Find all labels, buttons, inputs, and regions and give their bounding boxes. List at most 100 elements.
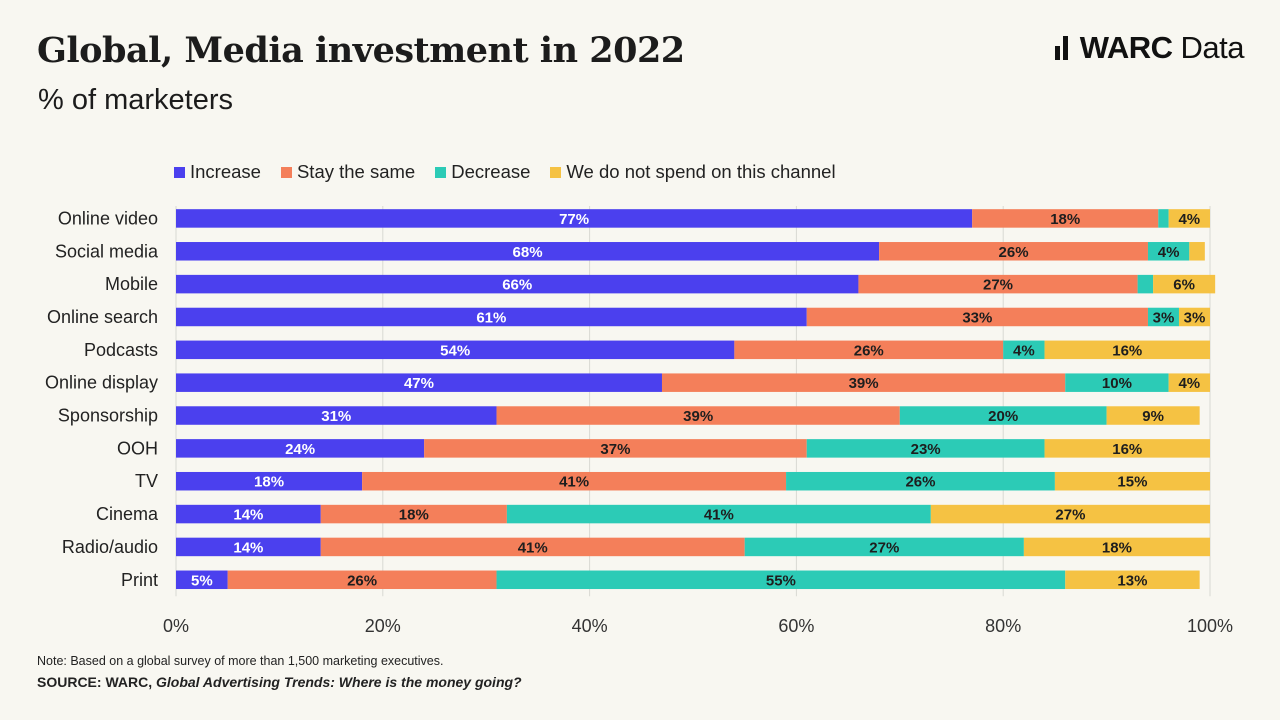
bar-segment — [930, 504, 1210, 524]
bar-segment — [176, 209, 973, 228]
bar-segment — [176, 504, 321, 524]
bar-segment — [506, 504, 931, 524]
bar-segment — [1168, 373, 1210, 392]
legend-label-no-spend: We do not spend on this channel — [566, 161, 836, 182]
data-label: 9% — [1142, 408, 1164, 425]
bar-segment — [1054, 471, 1210, 491]
bar-segment — [1106, 406, 1200, 425]
data-label: 18% — [254, 474, 284, 491]
bar-segment — [734, 340, 1004, 360]
source-title: Global Advertising Trends: Where is the … — [156, 674, 522, 690]
legend-item-no-spend: We do not spend on this channel — [550, 161, 836, 183]
data-label: 26% — [905, 474, 935, 491]
bar-segment — [1168, 209, 1210, 228]
data-label: 3% — [1153, 309, 1175, 326]
bar-segment — [1023, 537, 1210, 557]
category-label: Online display — [45, 373, 158, 393]
data-label: 16% — [1112, 342, 1142, 359]
bar-segment — [176, 439, 425, 458]
data-label: 18% — [1050, 211, 1080, 228]
bar-segment — [786, 471, 1055, 491]
data-label: 66% — [502, 277, 532, 294]
legend-item-stay-the-same: Stay the same — [280, 161, 416, 183]
bar-segment — [972, 209, 1159, 228]
category-label: Print — [121, 570, 158, 590]
chart-legend: Increase Stay the same Decrease We do no… — [174, 161, 836, 183]
data-label: 26% — [854, 342, 884, 359]
data-label: 41% — [518, 539, 548, 556]
bar-segment — [1065, 570, 1200, 590]
data-label: 27% — [1055, 507, 1085, 524]
data-label: 6% — [1173, 277, 1195, 294]
data-label: 13% — [1117, 572, 1147, 589]
bar-segment — [1178, 307, 1210, 327]
category-label: Cinema — [96, 504, 159, 524]
category-label: Radio/audio — [62, 537, 158, 557]
source-prefix: SOURCE: WARC, — [37, 674, 156, 690]
data-label: 10% — [1102, 375, 1132, 392]
source-line: SOURCE: WARC, Global Advertising Trends:… — [37, 674, 522, 690]
data-label: 16% — [1112, 441, 1142, 458]
legend-item-increase: Increase — [174, 161, 261, 183]
data-label: 5% — [191, 572, 213, 589]
legend-swatch-no-spend — [550, 166, 562, 178]
data-label: 3% — [1184, 309, 1206, 326]
bar-segment — [496, 570, 1066, 590]
data-label: 39% — [683, 408, 713, 425]
data-label: 4% — [1158, 244, 1180, 261]
logo-brand: WARC — [1079, 30, 1173, 65]
category-label: OOH — [117, 438, 158, 458]
category-label: Mobile — [105, 274, 158, 294]
chart-title: Global, Media investment in 2022 — [37, 30, 685, 71]
legend-label-stay-the-same: Stay the same — [296, 161, 416, 182]
bar-segment — [1158, 209, 1169, 228]
bar-segment — [424, 439, 807, 458]
bar-segment — [1189, 242, 1205, 261]
legend-swatch-increase — [174, 166, 185, 178]
data-label: 33% — [962, 309, 992, 326]
data-label: 18% — [399, 507, 429, 524]
data-label: 61% — [476, 309, 506, 326]
data-label: 4% — [1013, 342, 1035, 359]
bar-segment — [176, 340, 735, 360]
bar-segment — [176, 537, 321, 557]
data-label: 4% — [1178, 211, 1200, 228]
x-tick-label: 40% — [572, 616, 608, 636]
bar-segment — [176, 471, 363, 491]
bar-segment — [176, 570, 228, 590]
legend-swatch-decrease — [435, 166, 447, 178]
category-label: Online video — [58, 208, 158, 228]
warc-data-logo: WARC Data — [1054, 30, 1245, 66]
data-label: 47% — [404, 375, 434, 392]
chart-subtitle: % of marketers — [38, 84, 233, 116]
data-label: 54% — [440, 342, 470, 359]
data-label: 68% — [513, 244, 543, 261]
bar-segment — [1147, 242, 1190, 261]
bar-segment — [227, 570, 497, 590]
bar-segment — [899, 406, 1107, 425]
data-label: 24% — [285, 441, 315, 458]
bar-segment — [176, 406, 497, 425]
category-label: Sponsorship — [58, 406, 158, 426]
legend-label-decrease: Decrease — [451, 161, 531, 182]
data-label: 14% — [233, 507, 263, 524]
category-label: Social media — [55, 241, 159, 261]
bar-segment — [879, 242, 1148, 261]
data-label: 55% — [766, 572, 796, 589]
bar-segment — [661, 373, 1066, 392]
data-label: 41% — [559, 474, 589, 491]
data-label: 77% — [559, 211, 589, 228]
bar-segment — [744, 537, 1024, 557]
warc-logo-icon — [1054, 36, 1068, 60]
bar-segment — [176, 242, 880, 261]
legend-item-decrease: Decrease — [435, 161, 530, 183]
category-label: Podcasts — [84, 340, 158, 360]
bar-segment — [176, 307, 807, 327]
category-label: Online search — [47, 307, 158, 327]
data-label: 41% — [704, 507, 734, 524]
legend-label-increase: Increase — [190, 161, 261, 182]
data-label: 26% — [347, 572, 377, 589]
bar-segment — [858, 274, 1138, 294]
bar-segment — [806, 307, 1148, 327]
bar-segment — [1044, 439, 1210, 458]
